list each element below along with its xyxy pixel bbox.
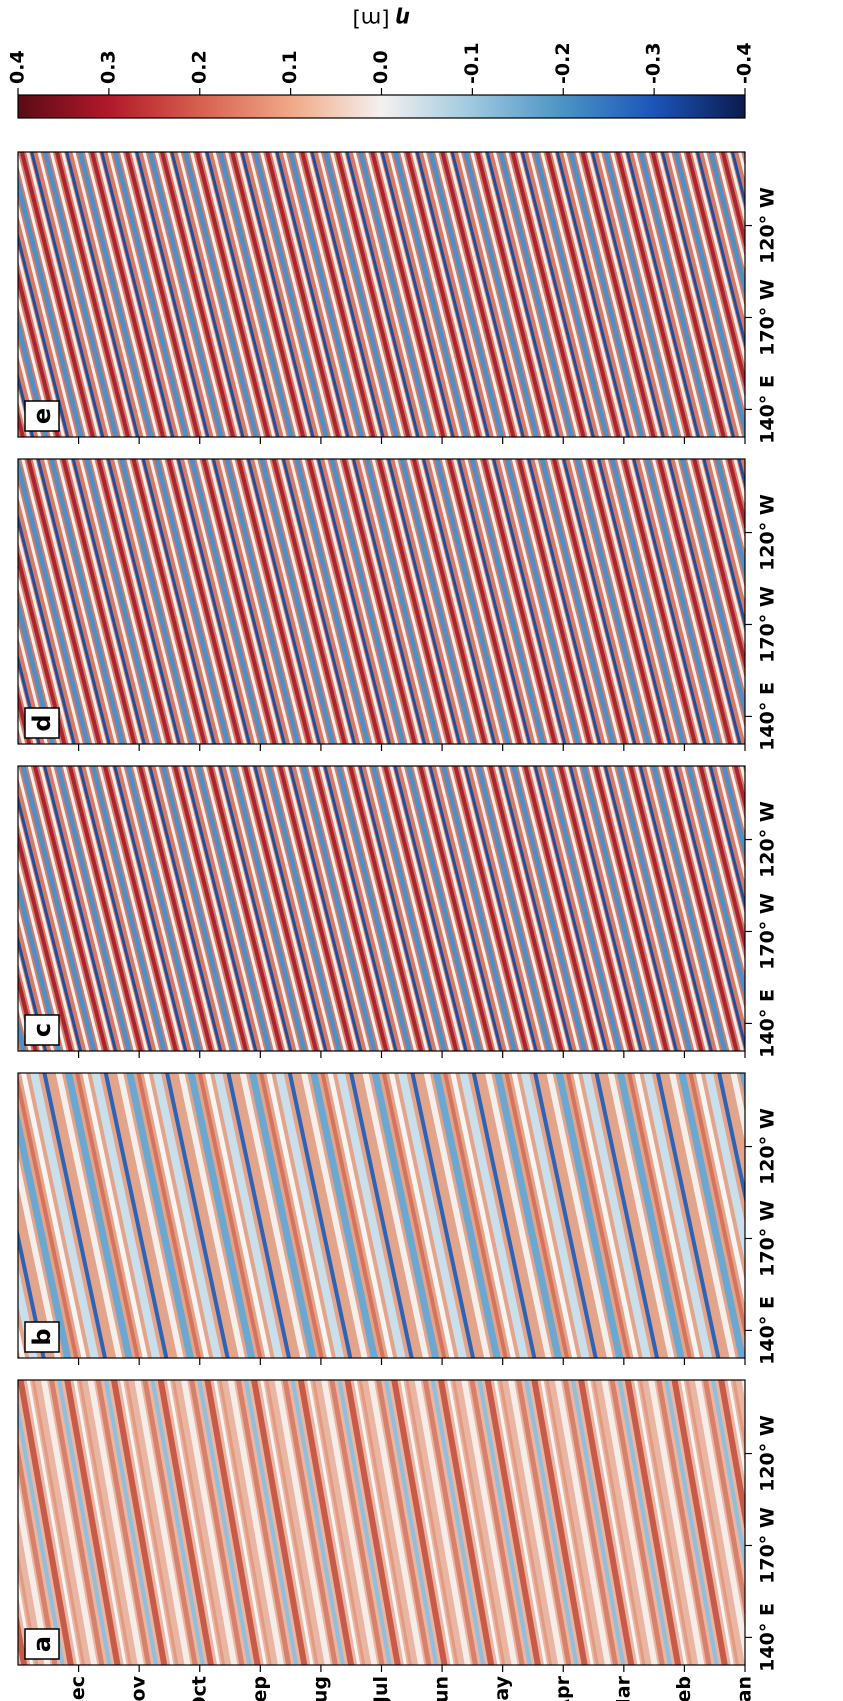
colorbar-unit: [m] xyxy=(353,7,390,31)
panel-label-box xyxy=(24,1014,60,1046)
x-tick-label: 120° W xyxy=(757,1108,779,1185)
x-tick-label: 120° W xyxy=(757,1415,779,1492)
heatmap-panel xyxy=(17,151,746,438)
colorbar-tick-label: 0.1 xyxy=(279,50,301,84)
panel-label-box xyxy=(24,1321,60,1353)
colorbar xyxy=(17,94,746,119)
x-tick-label: 170° W xyxy=(757,586,779,663)
panel-label: d xyxy=(28,714,56,731)
panel-label-box xyxy=(24,707,60,739)
panel-label: e xyxy=(28,408,56,424)
y-tick-label: Feb xyxy=(673,1676,695,1701)
x-tick-label: 120° W xyxy=(757,801,779,878)
y-tick-label: Nov xyxy=(128,1675,150,1701)
x-tick-label: 170° W xyxy=(757,1200,779,1277)
colorbar-tick-label: 0.3 xyxy=(97,50,119,84)
x-tick-label: 140° E xyxy=(757,1603,779,1672)
x-tick-label: 140° E xyxy=(757,375,779,444)
colorbar-tick-label: 0.2 xyxy=(188,50,210,84)
x-tick-label: 140° E xyxy=(757,682,779,751)
colorbar-tick-label: -0.3 xyxy=(643,42,665,84)
y-tick-label: Dec xyxy=(67,1676,89,1701)
panel-label: b xyxy=(28,1328,56,1345)
y-tick-label: Apr xyxy=(552,1675,574,1701)
x-tick-label: 120° W xyxy=(757,494,779,571)
colorbar-tick-label: -0.4 xyxy=(734,42,756,84)
y-tick-label: Oct xyxy=(188,1676,210,1701)
panel-label: c xyxy=(28,1023,56,1037)
x-tick-label: 120° W xyxy=(757,187,779,264)
heatmap-panel xyxy=(17,765,746,1052)
colorbar-label: η[m] xyxy=(353,7,411,31)
x-tick-label: 170° W xyxy=(757,279,779,356)
x-tick-label: 140° E xyxy=(757,1296,779,1365)
panel-label-box xyxy=(24,400,60,432)
y-tick-label: Sep xyxy=(249,1676,271,1701)
y-tick-label: Aug xyxy=(309,1676,331,1701)
y-tick-label: Jul xyxy=(370,1676,392,1701)
colorbar-tick-label: 0.0 xyxy=(370,50,392,84)
y-tick-label: Mar xyxy=(612,1675,634,1701)
y-tick-label: May xyxy=(491,1675,513,1701)
x-tick-label: 170° W xyxy=(757,1507,779,1584)
x-tick-label: 170° W xyxy=(757,893,779,970)
y-tick-label: Jan xyxy=(734,1676,756,1701)
x-tick-label: 140° E xyxy=(757,989,779,1058)
colorbar-tick-label: -0.1 xyxy=(461,42,483,84)
heatmap-panel xyxy=(17,1072,746,1359)
panel-label-box xyxy=(24,1628,60,1660)
colorbar-symbol: η xyxy=(395,7,410,31)
panel-label: a xyxy=(28,1636,56,1652)
heatmap-panel xyxy=(17,458,746,745)
colorbar-tick-label: 0.4 xyxy=(7,50,29,84)
heatmap-panel xyxy=(17,1379,746,1666)
rotated-figure: Jan Feb Mar Apr May Jun Jul Aug Sep Oct Nov Dec 140°… xyxy=(7,7,779,1701)
colorbar-tick-label: -0.2 xyxy=(552,42,574,84)
y-tick-label: Jun xyxy=(431,1676,453,1701)
